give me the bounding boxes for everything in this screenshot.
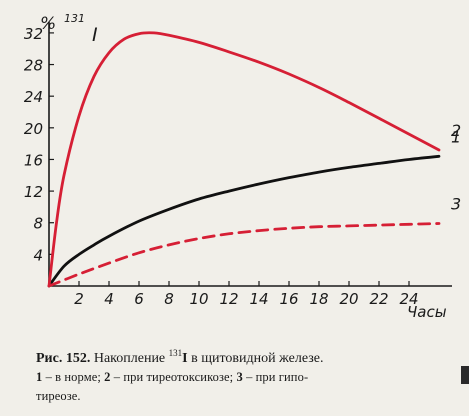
series-line-1 (47, 154, 441, 288)
legend-text-2: – при тиреотоксикозе; (113, 370, 234, 384)
series-label-3: 3 (451, 195, 461, 214)
caption-title-post: в щитовидной железе. (191, 351, 324, 366)
x-tick-label: 20 (339, 290, 358, 308)
axes (48, 22, 452, 287)
caption-line-3: тиреозе. (36, 389, 81, 403)
x-tick-label: 14 (249, 290, 268, 308)
y-tick-label: 24 (24, 88, 43, 106)
x-tick-label: 12 (219, 290, 238, 308)
y-tick-label: 32 (24, 25, 43, 43)
series-label-2: 2 (451, 121, 461, 140)
x-tick-label: 18 (309, 290, 328, 308)
y-tick-label: 28 (24, 57, 43, 75)
y-tick-label: 12 (24, 183, 43, 201)
caption-isotope-element: I (182, 351, 188, 366)
x-tick-label: 22 (369, 290, 388, 308)
legend-text-1: – в норме; (45, 370, 101, 384)
caption-title-pre: Накопление (93, 351, 166, 366)
y-tick-label: 16 (24, 151, 43, 169)
series-line-3 (47, 222, 441, 288)
y-axis-sup: 131 (64, 12, 85, 25)
page-edge-mark (461, 366, 469, 384)
y-ticks: 4 8 12 16 20 24 28 32 (24, 25, 54, 264)
x-tick-label: 8 (164, 290, 174, 308)
legend-num-3: 3 (236, 370, 243, 384)
caption-isotope-mass: 131 (168, 348, 183, 358)
y-tick-label: 8 (33, 215, 43, 233)
x-tick-label: 6 (134, 290, 144, 308)
legend-text-3: – при гипо- (246, 370, 309, 384)
x-axis-label: Часы (407, 303, 447, 321)
x-tick-label: 16 (279, 290, 298, 308)
x-tick-label: 24 (399, 290, 418, 308)
x-ticks: 2 4 6 8 10 12 14 16 18 20 22 24 (74, 281, 419, 308)
x-tick-label: 2 (74, 290, 84, 308)
figure-caption: Рис. 152. Накопление 131I в щитовидной ж… (36, 344, 456, 406)
y-axis-element: I (92, 24, 98, 46)
legend-num-2: 2 (104, 370, 111, 384)
y-axis-prefix: % (40, 14, 56, 34)
y-tick-label: 20 (24, 120, 43, 138)
figure-number: Рис. 152. (36, 351, 91, 366)
series-labels: 12 3 (451, 121, 461, 214)
series-lines (47, 31, 441, 288)
x-tick-label: 4 (104, 290, 114, 308)
legend-num-1: 1 (36, 370, 43, 384)
series-line-2 (47, 31, 441, 288)
y-tick-label: 4 (33, 246, 43, 264)
x-tick-label: 10 (189, 290, 208, 308)
series-label-1: 1 (451, 127, 461, 146)
